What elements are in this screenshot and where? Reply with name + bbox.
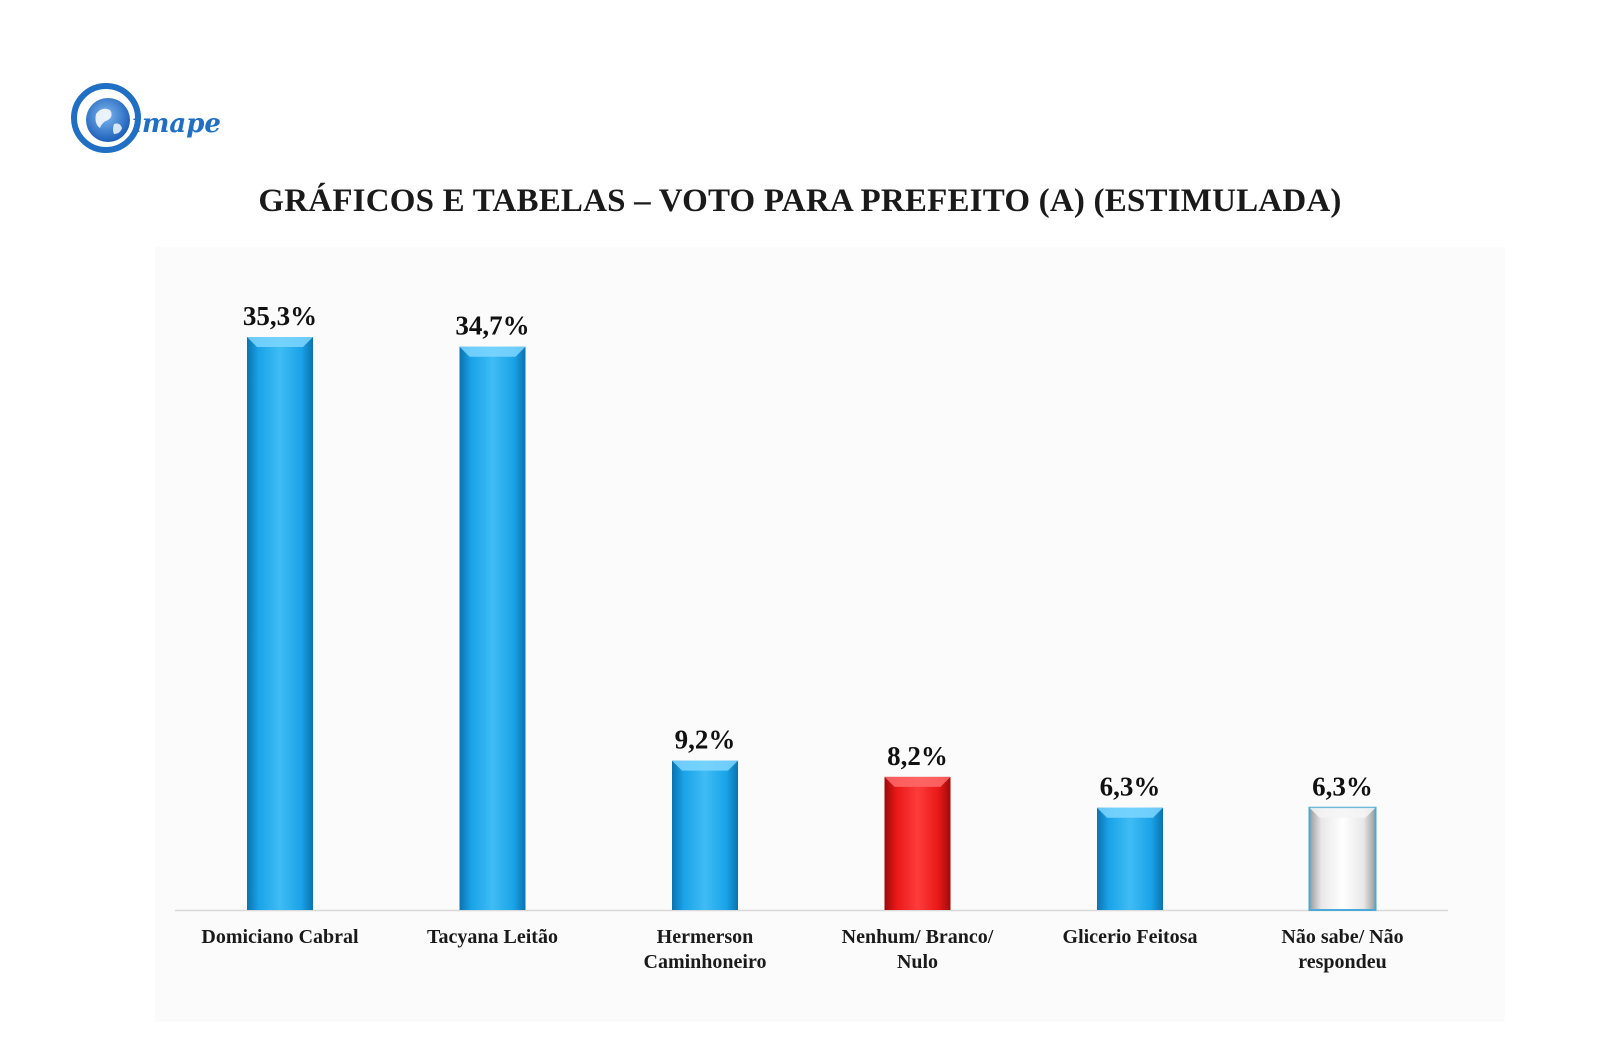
bar-group	[884, 776, 951, 910]
category-label: Tacyana Leitão	[427, 926, 558, 948]
bar	[884, 776, 951, 910]
value-label: 35,3%	[243, 301, 317, 331]
value-label: 9,2%	[675, 725, 736, 755]
value-label: 6,3%	[1312, 772, 1373, 802]
bar	[1097, 807, 1163, 910]
category-label-line: Caminhoneiro	[644, 951, 767, 973]
category-label: Hermerson Caminhoneiro	[644, 926, 767, 973]
category-label: Domiciano Cabral	[201, 926, 359, 948]
category-label-line: Domiciano Cabral	[201, 926, 359, 948]
bar-bevel	[247, 337, 313, 347]
imape-logo: imape	[68, 80, 238, 160]
value-label: 8,2%	[887, 741, 948, 771]
category-label-line: Tacyana Leitão	[427, 926, 558, 948]
bar-group	[459, 346, 526, 910]
bar-group	[672, 760, 738, 910]
globe-icon: imape	[71, 83, 221, 153]
bar-bevel	[1309, 807, 1376, 818]
category-label: Nenhum/ Branco/Nulo	[842, 926, 994, 973]
bar-bevel	[459, 346, 526, 357]
bar	[1308, 806, 1377, 912]
bar-group	[1097, 807, 1163, 910]
bar-group	[1308, 806, 1377, 912]
bar-bevel	[884, 776, 951, 787]
category-label: Glicerio Feitosa	[1063, 926, 1198, 948]
bar	[459, 346, 526, 910]
category-label-line: Glicerio Feitosa	[1063, 926, 1198, 948]
value-label: 34,7%	[455, 311, 529, 341]
bar-bevel	[1097, 807, 1163, 818]
bar	[672, 760, 738, 910]
chart-area: 35,3% Domiciano Cabral 34,7% Tacyana Leitão…	[155, 247, 1505, 1022]
value-label: 6,3%	[1100, 772, 1161, 802]
category-label-line: Nenhum/ Branco/	[842, 926, 994, 948]
bar-group	[247, 337, 313, 910]
category-label-line: Nulo	[897, 951, 938, 973]
chart-title: GRÁFICOS E TABELAS – VOTO PARA PREFEITO …	[258, 183, 1342, 219]
svg-text:imape: imape	[132, 109, 221, 139]
category-label: Não sabe/ Não respondeu	[1281, 926, 1403, 973]
bar	[247, 337, 313, 910]
category-label-line: Não sabe/ Não	[1281, 926, 1403, 948]
bar-bevel	[672, 760, 738, 771]
bar-chart: 35,3% Domiciano Cabral 34,7% Tacyana Leitão…	[175, 301, 1448, 973]
category-label-line: respondeu	[1298, 951, 1387, 973]
category-label-line: Hermerson	[657, 926, 754, 948]
